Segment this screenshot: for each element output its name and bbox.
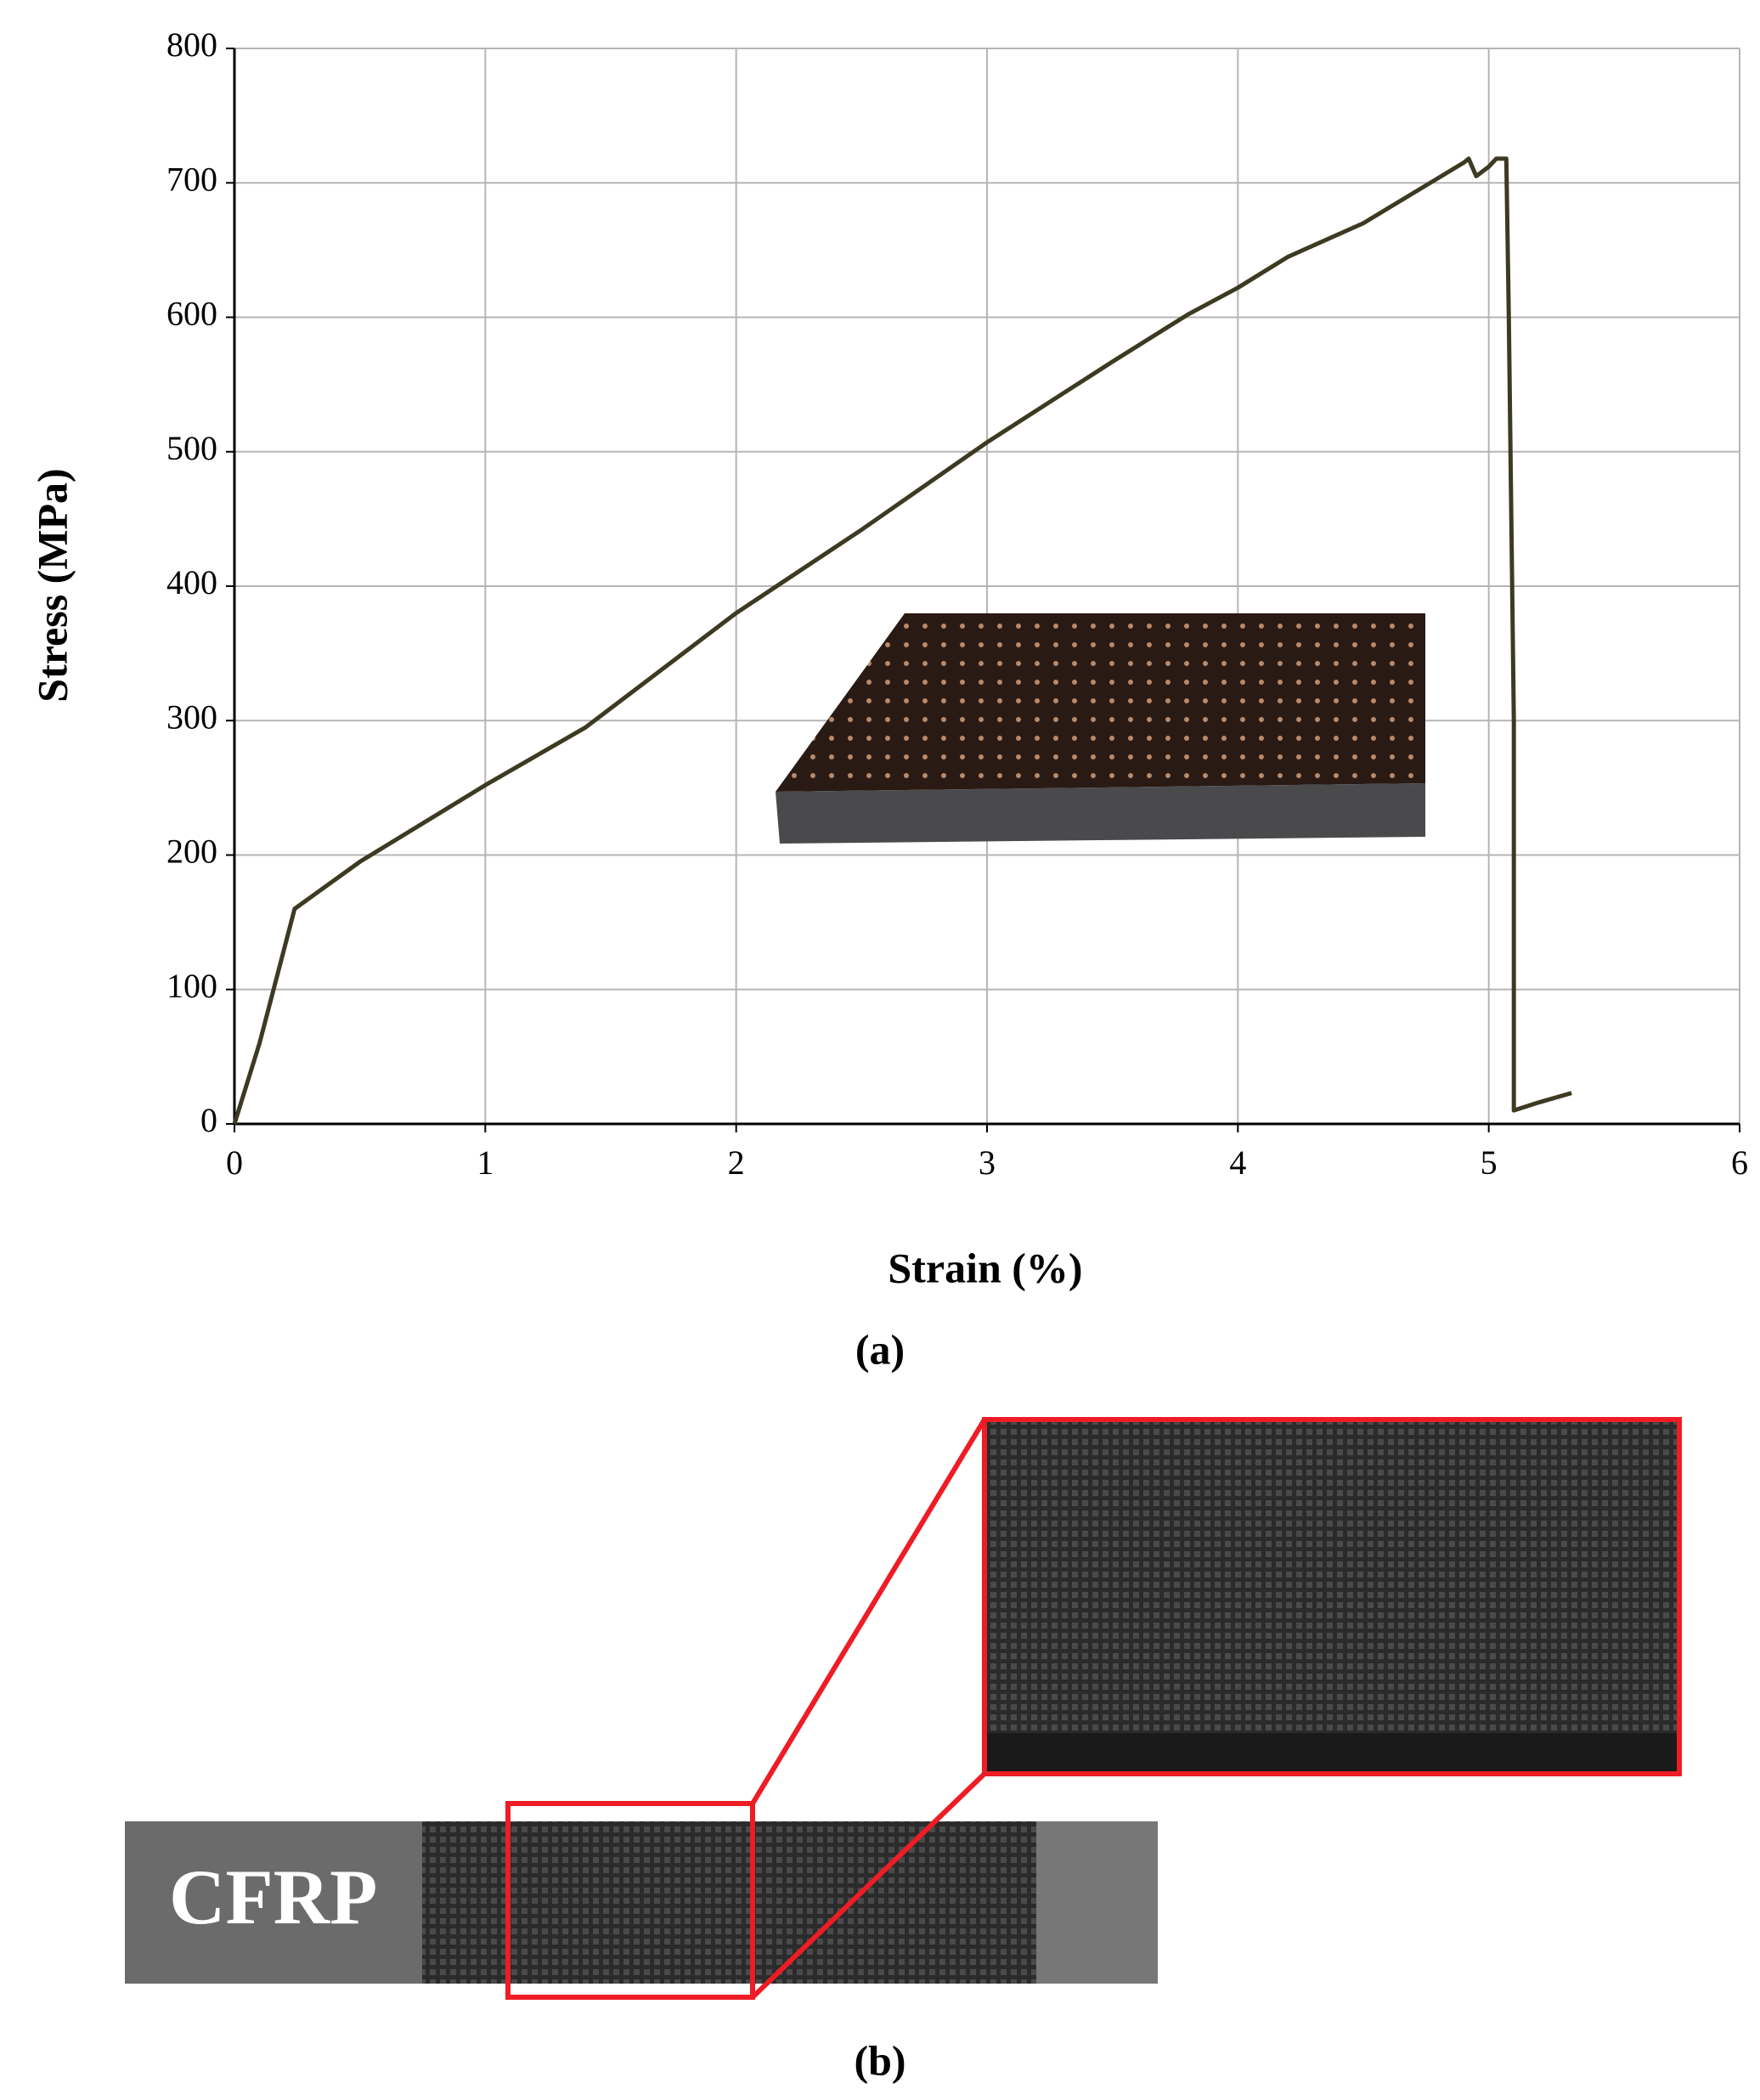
inset-photo <box>776 613 1425 844</box>
y-axis-label: Stress (MPa) <box>28 468 76 702</box>
y-tick-label: 0 <box>200 1101 217 1139</box>
y-tick-label: 500 <box>166 429 217 467</box>
x-tick-label: 3 <box>979 1143 996 1182</box>
y-tick-label: 800 <box>166 25 217 64</box>
y-tick-label: 100 <box>166 967 217 1005</box>
plot: 0 100 200 300 400 500 600 700 800 0 1 2 3 4 5 6 <box>166 25 1748 1182</box>
y-tick-label: 300 <box>166 697 217 736</box>
x-tick-label: 2 <box>728 1143 745 1182</box>
x-tick-label: 5 <box>1481 1143 1498 1182</box>
x-tick-label: 0 <box>226 1143 243 1182</box>
y-tick-label: 200 <box>166 833 217 871</box>
x-tick-label: 6 <box>1731 1143 1748 1182</box>
x-axis-label: Strain (%) <box>888 1244 1082 1291</box>
x-tick-label: 4 <box>1229 1143 1246 1182</box>
panel-label: (b) <box>854 2036 905 2084</box>
x-tick-label: 1 <box>477 1143 494 1182</box>
data-line <box>232 156 1572 1125</box>
y-tick-label: 700 <box>166 160 217 198</box>
specimen-photo: CFRP <box>125 1417 1682 2000</box>
y-tick-label: 400 <box>166 563 217 601</box>
panel-label: (a) <box>855 1325 905 1373</box>
specimen-label: CFRP <box>169 1854 377 1940</box>
y-tick-label: 600 <box>166 295 217 333</box>
